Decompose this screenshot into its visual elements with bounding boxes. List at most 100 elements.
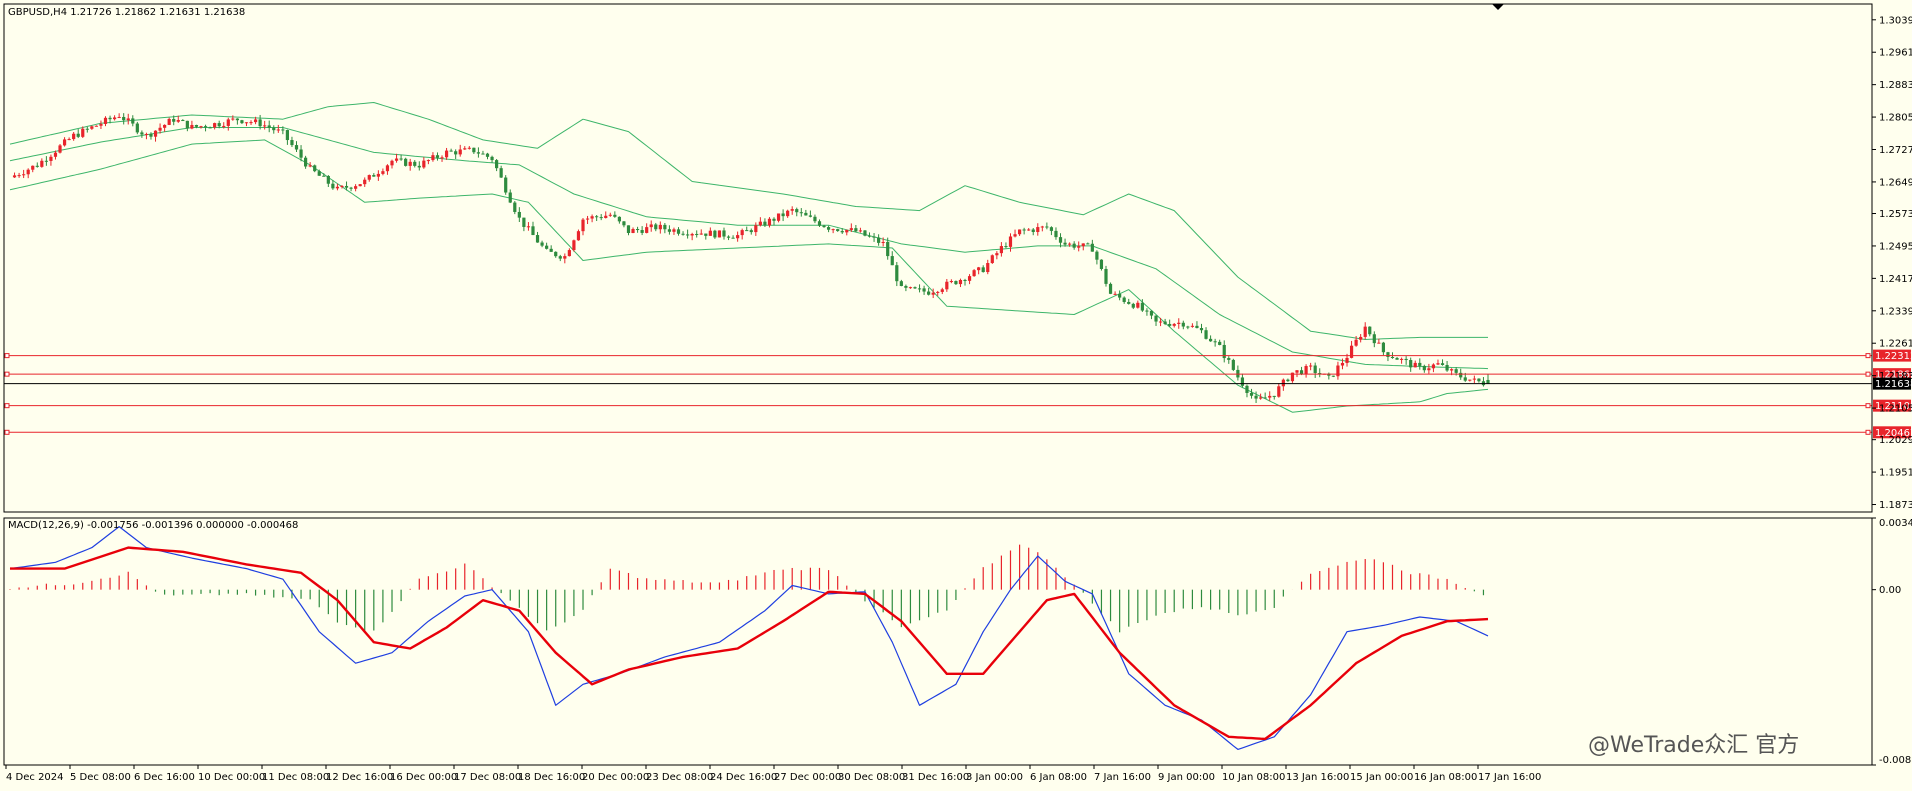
candle-body — [31, 165, 35, 170]
candle-body — [90, 126, 94, 129]
candle-body — [472, 147, 476, 153]
candle-body — [431, 155, 435, 161]
candle-body — [1381, 342, 1386, 353]
candle-body — [1113, 293, 1117, 295]
candle-body — [1149, 310, 1154, 316]
candle-body — [458, 149, 462, 155]
candle-body — [381, 171, 385, 174]
shift-marker-icon[interactable] — [1492, 4, 1504, 10]
candle-body — [904, 285, 908, 288]
candle-body — [35, 165, 39, 167]
candle-body — [12, 175, 17, 178]
price-tick-label: 1.24950 — [1879, 241, 1912, 252]
candle-body — [49, 156, 53, 161]
candle-body — [17, 175, 21, 177]
candle-body — [208, 127, 212, 129]
candle-body — [699, 233, 703, 235]
candle-body — [1131, 303, 1135, 308]
candle-body — [103, 117, 108, 124]
price-tick-label: 1.20290 — [1879, 435, 1912, 446]
candle-body — [1049, 227, 1054, 231]
candle-body — [736, 235, 740, 239]
candle-body — [617, 216, 621, 222]
candle-body — [495, 160, 499, 169]
candle-body — [722, 230, 726, 237]
candle-body — [949, 281, 953, 283]
time-tick-label: 4 Dec 2024 — [6, 772, 64, 783]
macd-main-line — [9, 526, 1489, 750]
candle-body — [222, 125, 226, 127]
candle-body — [867, 235, 872, 237]
candle-body — [917, 288, 922, 290]
candle-body — [649, 224, 653, 228]
level-anchor-left — [4, 429, 10, 435]
candle-body — [394, 158, 399, 161]
time-tick-label: 15 Jan 00:00 — [1350, 772, 1413, 783]
candle-body — [1395, 358, 1399, 360]
time-tick-label: 16 Dec 00:00 — [390, 772, 457, 783]
candle-body — [176, 120, 180, 122]
time-tick-label: 13 Jan 16:00 — [1286, 772, 1349, 783]
watermark: @WeTrade众汇 官方 — [1588, 733, 1799, 758]
price-tick-label: 1.25730 — [1879, 209, 1912, 220]
candle-body — [781, 213, 785, 217]
candle-body — [317, 171, 321, 176]
candle-body — [1390, 356, 1395, 359]
candle-body — [1068, 243, 1072, 245]
candle-body — [899, 281, 903, 286]
current-price-label: 1.21638 — [1875, 379, 1912, 390]
candle-body — [640, 230, 644, 233]
level-price-tag — [1873, 399, 1911, 412]
candle-body — [99, 123, 103, 126]
current-price-tag — [1873, 377, 1911, 390]
candle-body — [1095, 251, 1099, 260]
candle-body — [244, 122, 249, 124]
candle-body — [1013, 234, 1017, 237]
candle-body — [1354, 339, 1358, 346]
candle-body — [499, 168, 503, 178]
price-tick-label: 1.29610 — [1879, 48, 1912, 59]
candle-body — [1304, 366, 1308, 375]
level-price-label: 1.21866 — [1875, 370, 1912, 381]
level-price-label: 1.21108 — [1875, 401, 1912, 412]
candle-body — [1081, 243, 1085, 247]
candle-body — [1418, 362, 1422, 366]
macd-signal-line — [10, 546, 1489, 741]
candle-body — [795, 209, 799, 213]
candle-body — [1222, 344, 1226, 359]
candle-body — [808, 215, 812, 217]
candle-body — [413, 161, 417, 166]
candle-body — [108, 117, 112, 120]
candle-body — [467, 147, 471, 149]
candle-body — [1277, 386, 1281, 397]
candle-body — [658, 224, 662, 230]
candle-body — [567, 250, 571, 257]
candle-body — [1295, 370, 1299, 373]
candle-body — [422, 160, 426, 168]
candle-body — [1004, 246, 1008, 248]
candle-body — [708, 230, 712, 236]
candle-body — [1204, 330, 1208, 339]
candle-body — [535, 235, 540, 243]
price-tick-label: 1.28830 — [1879, 80, 1912, 91]
price-panel[interactable]: 1.22312 1.21866 1.21108 1.20467 1.21638 — [4, 102, 1912, 439]
candle-body — [940, 289, 944, 292]
candle-body — [263, 125, 267, 127]
time-tick-label: 6 Jan 08:00 — [1030, 772, 1087, 783]
candle-body — [1195, 325, 1199, 329]
candle-body — [635, 229, 640, 231]
candle-body — [335, 186, 340, 189]
time-tick-label: 17 Jan 16:00 — [1478, 772, 1541, 783]
candle-body — [1231, 359, 1235, 370]
candle-body — [1063, 242, 1067, 245]
candle-body — [513, 202, 517, 212]
candle-body — [454, 151, 458, 155]
candle-body — [522, 217, 526, 227]
candle-body — [1027, 229, 1031, 231]
macd-panel-frame — [3, 517, 1873, 766]
candle-body — [399, 158, 403, 160]
candle-body — [463, 148, 467, 150]
macd-panel[interactable] — [9, 526, 1489, 750]
